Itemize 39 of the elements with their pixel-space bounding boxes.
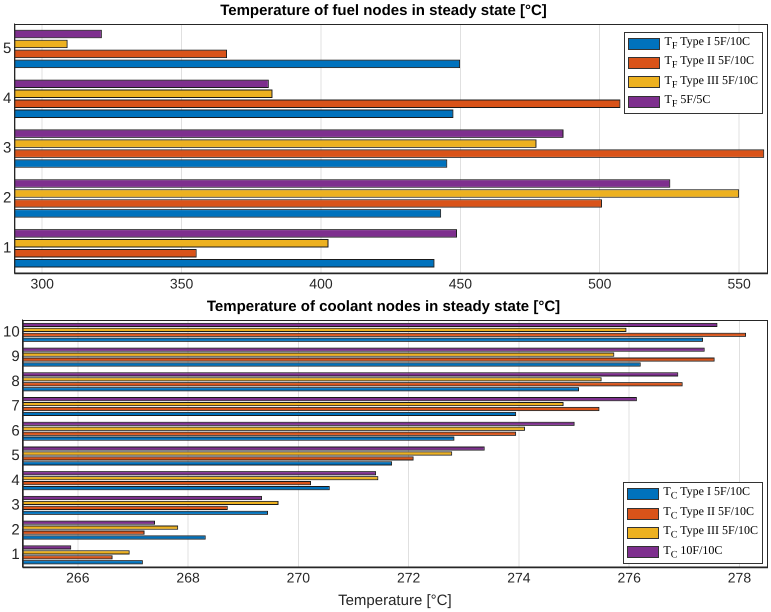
y-tick-label: 4 (3, 90, 12, 107)
y-tick-label: 3 (11, 496, 20, 514)
y-tick-label: 8 (11, 372, 20, 390)
chart-title: Temperature of coolant nodes in steady state [°C] (206, 298, 560, 316)
y-tick-label: 2 (11, 521, 20, 538)
x-tick-label: 266 (66, 569, 90, 586)
y-tick-label: 9 (11, 348, 20, 366)
x-tick-label: 500 (588, 275, 612, 292)
x-tick-label: 270 (286, 569, 310, 586)
y-tick-label: 2 (3, 190, 12, 207)
x-tick-label: 276 (617, 569, 642, 586)
y-tick-label: 1 (3, 239, 12, 256)
x-tick-label: 550 (727, 275, 752, 292)
x-tick-label: 268 (176, 569, 200, 586)
y-tick-label: 3 (3, 140, 12, 157)
legend-label: T$_{F}$ Type II 5F/10C (664, 53, 754, 73)
y-tick-label: 6 (11, 422, 20, 440)
chart-title: Temperature of fuel nodes in steady state [°C] (220, 2, 547, 20)
y-tick-label: 10 (2, 324, 20, 340)
y-tick-label: 4 (11, 472, 20, 489)
x-tick-label: 272 (396, 569, 421, 586)
x-axis-title: Temperature [°C] (338, 592, 452, 610)
y-tick-label: 5 (11, 447, 20, 464)
x-tick-label: 450 (448, 275, 472, 292)
legend-label: T$_{C}$ Type III 5F/10C (663, 523, 758, 543)
y-tick-label: 1 (11, 546, 20, 563)
legend-label: T$_{C}$ Type II 5F/10C (663, 504, 754, 524)
x-tick-label: 300 (30, 275, 54, 292)
x-tick-label: 278 (728, 569, 752, 586)
x-tick-label: 400 (309, 275, 333, 292)
legend-label: T$_{F}$ Type III 5F/10C (664, 72, 758, 92)
legend-label: T$_{F}$ 5F/5C (664, 92, 710, 112)
legend-label: T$_{C}$ Type I 5F/10C (663, 484, 750, 504)
legend-label: T$_{F}$ Type I 5F/10C (664, 34, 750, 54)
x-tick-label: 350 (170, 275, 194, 292)
legend-label: T$_{C}$ 10F/10C (663, 542, 722, 562)
y-tick-label: 7 (11, 398, 20, 415)
x-tick-label: 274 (507, 569, 531, 586)
y-tick-label: 5 (3, 40, 12, 58)
